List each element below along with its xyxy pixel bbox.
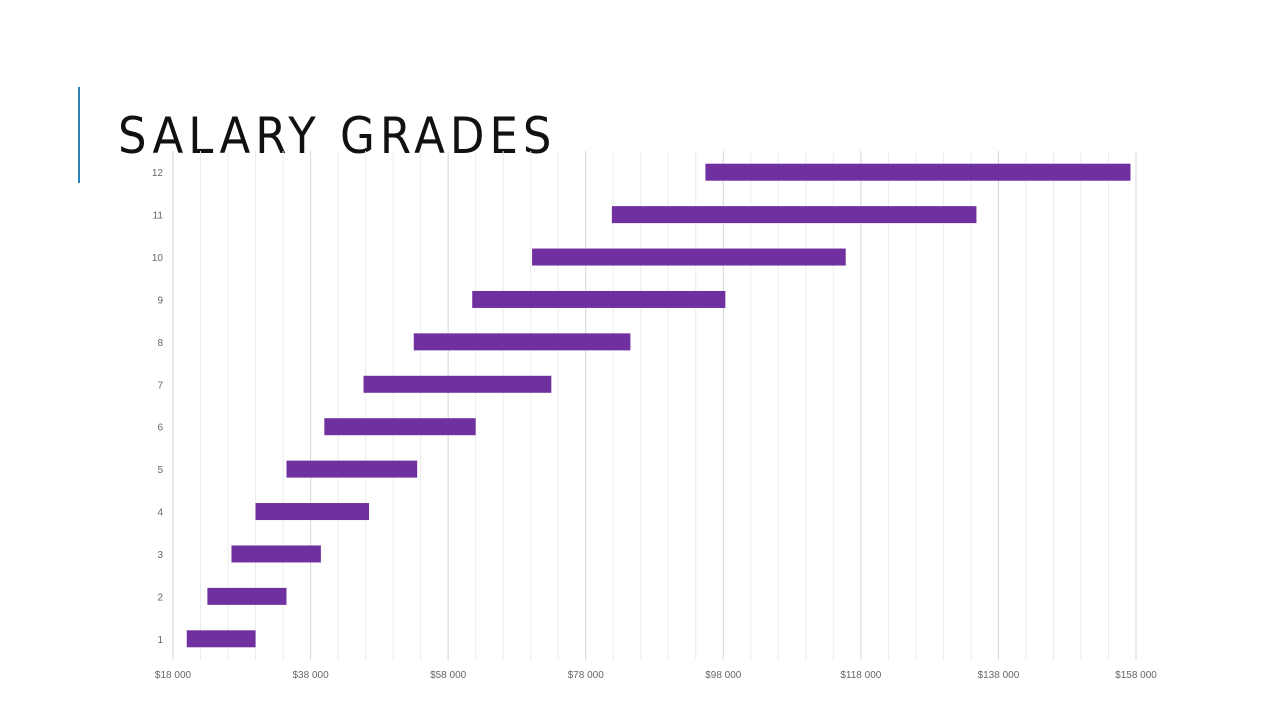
salary-grade-bar-8 xyxy=(413,333,631,351)
y-tick-label: 1 xyxy=(157,635,163,646)
y-tick-label: 10 xyxy=(152,253,164,264)
x-tick-label: $38 000 xyxy=(292,670,329,681)
salary-grade-bar-11 xyxy=(611,206,977,224)
chart-gridlines xyxy=(172,151,1137,660)
x-tick-label: $58 000 xyxy=(430,670,467,681)
salary-grade-bar-12 xyxy=(705,163,1131,181)
chart-bars xyxy=(186,163,1131,648)
salary-grade-bar-5 xyxy=(286,460,418,478)
slide-title: SALARY GRADES xyxy=(118,107,557,165)
salary-grade-bar-2 xyxy=(207,587,287,605)
salary-grade-bar-6 xyxy=(324,418,476,436)
y-tick-label: 3 xyxy=(157,550,163,561)
y-tick-label: 12 xyxy=(152,168,164,179)
salary-grade-bar-4 xyxy=(255,503,370,521)
x-tick-label: $78 000 xyxy=(568,670,605,681)
y-tick-label: 6 xyxy=(157,423,163,434)
x-tick-label: $138 000 xyxy=(978,670,1020,681)
y-tick-label: 8 xyxy=(157,338,163,349)
title-accent-bar xyxy=(78,87,80,183)
salary-grade-bar-10 xyxy=(532,248,846,266)
y-tick-label: 4 xyxy=(157,508,163,519)
x-tick-label: $118 000 xyxy=(840,670,881,681)
salary-grade-bar-9 xyxy=(472,290,726,308)
y-tick-label: 9 xyxy=(157,295,163,306)
salary-grade-bar-7 xyxy=(363,375,552,393)
salary-grade-bar-3 xyxy=(231,545,321,563)
y-tick-label: 7 xyxy=(157,380,163,391)
x-tick-label: $158 000 xyxy=(1115,670,1157,681)
y-tick-label: 11 xyxy=(153,211,164,222)
salary-grade-bar-1 xyxy=(186,630,256,648)
y-tick-label: 2 xyxy=(157,592,163,603)
y-tick-label: 5 xyxy=(157,465,163,476)
x-tick-label: $18 000 xyxy=(155,670,192,681)
x-axis-tick-labels: $18 000 $38 000 $58 000 $78 000 $98 000 $118 … xyxy=(155,670,1157,681)
x-tick-label: $98 000 xyxy=(705,670,742,681)
